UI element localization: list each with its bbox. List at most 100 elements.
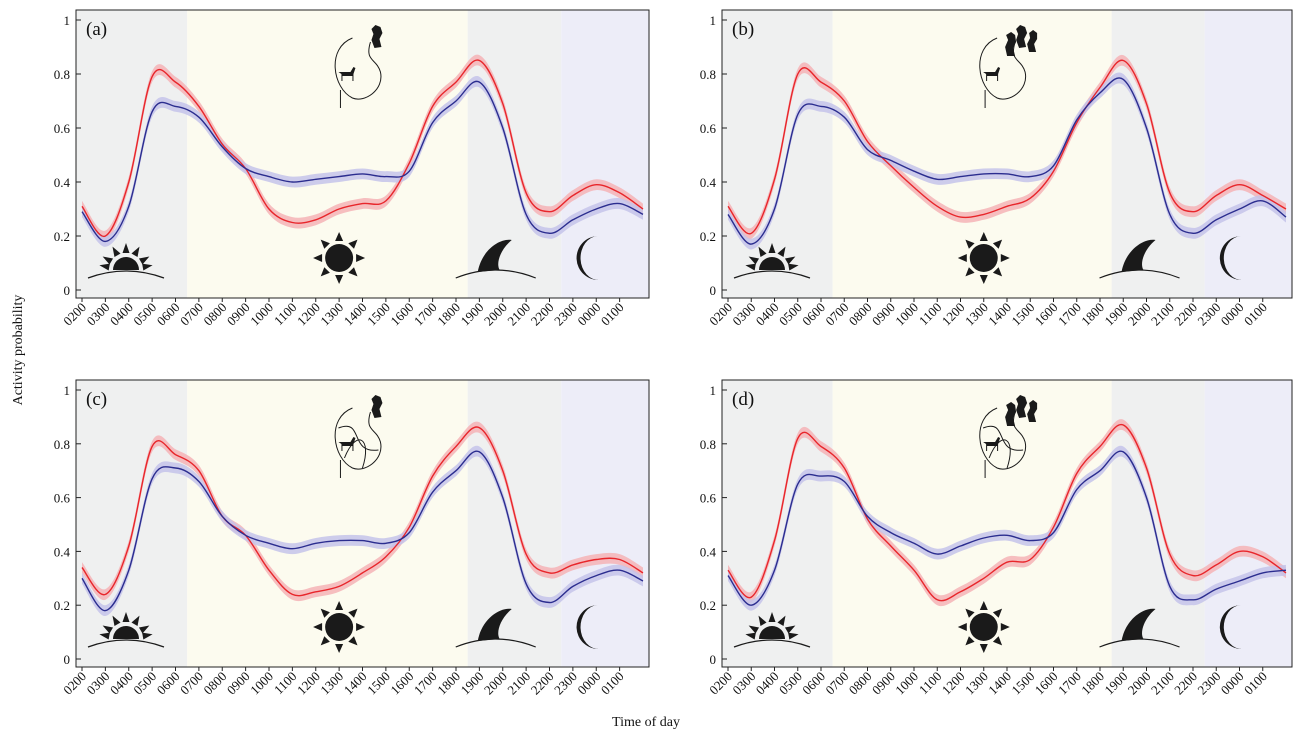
x-tick-label: 2300	[1194, 300, 1223, 329]
x-tick-label: 0400	[753, 669, 782, 698]
x-tick-label: 0900	[224, 669, 253, 698]
x-tick-label: 0400	[107, 300, 136, 329]
x-tick-label: 2000	[1125, 300, 1154, 329]
panel-a: 0 0.2 0.4 0.6 0.8 1 02000300040005000600070008…	[54, 9, 650, 329]
series-red-line	[81, 426, 644, 597]
midday-sun-icon	[313, 232, 366, 284]
series-red-confidence-band	[728, 54, 1286, 240]
dawn-sunrise-icon	[87, 612, 165, 648]
series-red-confidence-band	[728, 419, 1286, 607]
y-tick-label: 1	[64, 13, 71, 28]
x-tick-label: 1600	[387, 300, 416, 329]
y-tick-label: 0.6	[700, 491, 717, 506]
x-tick-label: 1500	[1008, 669, 1037, 698]
x-tick-label: 0800	[200, 300, 229, 329]
x-tick-label: 0200	[706, 669, 735, 698]
x-tick-label: 1800	[1078, 669, 1107, 698]
x-tick-label: 0600	[799, 300, 828, 329]
panel-d: 0 0.2 0.4 0.6 0.8 1 02000300040005000600070008…	[700, 379, 1293, 698]
deer-in-forest-icon	[334, 395, 383, 478]
x-tick-label: 0500	[130, 669, 159, 698]
x-tick-label: 1200	[294, 669, 323, 698]
period-night-background	[561, 10, 649, 298]
dawn-sunrise-icon	[87, 243, 165, 279]
y-tick-label: 0.8	[700, 67, 716, 82]
x-tick-label: 1200	[939, 669, 968, 698]
x-tick-label: 2100	[504, 669, 533, 698]
x-tick-label: 1600	[1032, 669, 1061, 698]
y-tick-label: 0.6	[54, 491, 71, 506]
x-tick-label: 1900	[1101, 669, 1130, 698]
y-tick-label: 0	[64, 652, 71, 667]
x-tick-label: 0500	[776, 300, 805, 329]
x-tick-label: 1400	[341, 300, 370, 329]
x-tick-label: 0600	[154, 300, 183, 329]
x-tick-label: 1300	[962, 300, 991, 329]
night-crescent-moon-icon	[576, 605, 600, 650]
y-tick-label: 1	[710, 13, 717, 28]
dawn-sunrise-icon	[733, 612, 811, 648]
midday-sun-icon	[957, 601, 1010, 653]
x-tick-label: 2200	[1171, 300, 1200, 329]
period-dawn-background	[76, 380, 188, 667]
panel-label: (c)	[86, 389, 107, 410]
x-tick-label: 2100	[1148, 300, 1177, 329]
panel-label: (a)	[86, 19, 107, 40]
dusk-moonrise-icon	[1099, 608, 1180, 648]
night-crescent-moon-icon	[1219, 605, 1243, 650]
y-tick-label: 0.4	[54, 175, 71, 190]
x-tick-label: 1900	[458, 669, 487, 698]
x-tick-label: 1100	[916, 669, 945, 698]
panel-b: 0 0.2 0.4 0.6 0.8 1 02000300040005000600070008…	[700, 9, 1293, 329]
x-tick-label: 1100	[271, 669, 300, 698]
x-tick-label: 0100	[598, 669, 627, 698]
y-axis-title: Activity probability	[11, 295, 26, 406]
x-tick-label: 0300	[84, 669, 113, 698]
y-tick-label: 0.4	[700, 175, 717, 190]
x-tick-label: 1100	[916, 300, 945, 329]
series-red-line	[81, 59, 644, 237]
x-tick-label: 0000	[1218, 669, 1247, 698]
x-tick-label: 1300	[317, 300, 346, 329]
x-tick-label: 2300	[551, 669, 580, 698]
y-tick-label: 0.8	[54, 67, 70, 82]
x-tick-label: 1400	[341, 669, 370, 698]
y-tick-label: 0.4	[700, 544, 717, 559]
x-tick-label: 1800	[434, 300, 463, 329]
midday-sun-icon	[957, 232, 1010, 284]
x-tick-label: 0200	[60, 669, 89, 698]
x-tick-label: 2300	[551, 300, 580, 329]
x-tick-label: 0100	[1241, 669, 1270, 698]
dawn-sunrise-icon	[733, 243, 811, 279]
x-tick-label: 0500	[776, 669, 805, 698]
x-tick-label: 0800	[846, 669, 875, 698]
x-tick-label: 1000	[892, 669, 921, 698]
x-tick-label: 2100	[504, 300, 533, 329]
series-red-line	[727, 423, 1287, 602]
y-tick-label: 0.2	[700, 229, 716, 244]
x-tick-label: 0300	[729, 669, 758, 698]
x-tick-label: 1300	[962, 669, 991, 698]
x-tick-label: 2200	[528, 300, 557, 329]
y-tick-label: 0	[64, 283, 71, 298]
series-red-confidence-band	[82, 54, 643, 242]
x-tick-label: 1700	[411, 300, 440, 329]
dusk-moonrise-icon	[455, 239, 536, 279]
x-tick-label: 1000	[892, 300, 921, 329]
x-tick-label: 1800	[434, 669, 463, 698]
series-red-confidence-band	[82, 421, 643, 602]
y-tick-label: 1	[710, 383, 717, 398]
x-tick-label: 0700	[177, 669, 206, 698]
hunters-in-forest-icon	[979, 25, 1038, 108]
x-tick-label: 0300	[84, 300, 113, 329]
x-tick-label: 0900	[224, 300, 253, 329]
x-tick-label: 1500	[364, 300, 393, 329]
x-tick-label: 1300	[317, 669, 346, 698]
x-tick-label: 0900	[869, 300, 898, 329]
y-tick-label: 0.2	[54, 598, 70, 613]
x-tick-label: 0700	[822, 300, 851, 329]
x-axis-title: Time of day	[612, 715, 680, 730]
dusk-moonrise-icon	[1099, 239, 1180, 279]
x-tick-label: 1700	[1055, 300, 1084, 329]
